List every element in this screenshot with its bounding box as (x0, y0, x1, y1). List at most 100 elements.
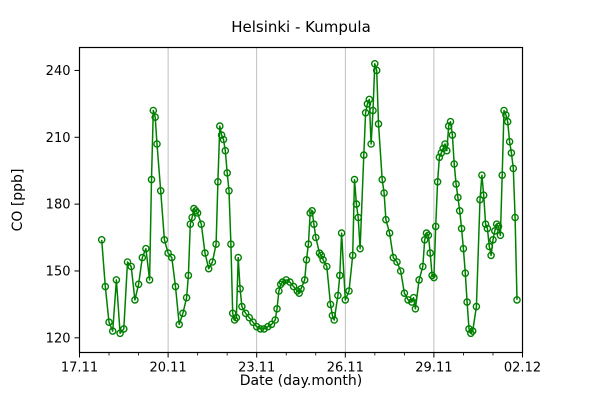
data-point-marker (171, 282, 180, 291)
data-point-marker (245, 313, 254, 322)
data-point-marker (304, 240, 313, 248)
data-point-marker (476, 195, 484, 204)
data-point-marker (295, 289, 304, 298)
data-point-marker (175, 320, 183, 329)
data-point-marker (184, 271, 193, 280)
data-point-marker (234, 253, 242, 262)
data-point-marker (197, 220, 206, 228)
data-point-marker (409, 293, 418, 302)
data-point-marker (359, 151, 368, 159)
data-point-marker (489, 235, 497, 244)
data-point-marker (494, 222, 503, 231)
data-point-marker (164, 249, 172, 257)
data-point-marker (108, 327, 117, 335)
data-point-marker (450, 160, 459, 168)
data-point-marker (232, 313, 241, 322)
data-point-marker (407, 298, 416, 306)
data-point-marker (424, 231, 433, 240)
data-point-marker (328, 311, 337, 320)
data-point-marker (271, 316, 280, 324)
data-point-marker (188, 213, 196, 222)
data-point-marker (513, 296, 521, 304)
data-point-marker (485, 242, 494, 251)
data-point-marker (311, 233, 320, 242)
data-point-marker (214, 177, 222, 186)
data-point-marker (418, 262, 427, 271)
data-point-marker (147, 175, 156, 184)
data-point-marker (337, 229, 346, 237)
data-point-marker (369, 106, 377, 115)
data-point-marker (400, 289, 409, 298)
data-point-marker (201, 249, 209, 257)
data-point-marker (217, 131, 226, 139)
data-point-marker (367, 140, 375, 148)
data-point-marker (156, 186, 165, 195)
data-point-marker (454, 193, 462, 202)
x-tick-label: 23.11 (238, 361, 275, 376)
y-tick-label: 240 (46, 64, 71, 79)
data-point-marker (249, 318, 257, 327)
data-point-marker (411, 304, 420, 313)
data-point-marker (308, 206, 316, 215)
data-point-marker (300, 276, 309, 284)
y-tick-label: 180 (46, 198, 71, 213)
data-point-marker (97, 235, 106, 244)
data-point-marker (341, 296, 350, 304)
data-point-marker (348, 251, 357, 260)
data-point-marker (221, 146, 230, 155)
data-point-marker (446, 117, 455, 126)
data-point-marker (215, 122, 224, 130)
data-point-marker (208, 258, 217, 266)
data-point-marker (459, 244, 468, 253)
data-point-marker (378, 175, 387, 184)
data-point-marker (120, 325, 128, 333)
data-point-marker (289, 282, 298, 291)
y-tick-label: 210 (46, 131, 71, 146)
data-point-marker (330, 316, 339, 324)
data-point-marker (186, 220, 195, 228)
x-tick-label: 02.12 (504, 361, 541, 376)
data-point-marker (468, 327, 477, 335)
data-point-marker (396, 267, 405, 275)
data-point-marker (354, 213, 363, 222)
data-point-marker (498, 171, 507, 179)
data-point-marker (282, 276, 291, 284)
data-point-marker (278, 278, 287, 286)
data-point-marker (356, 244, 364, 253)
data-point-marker (503, 117, 512, 126)
data-point-marker (479, 191, 488, 199)
data-point-marker (490, 227, 499, 235)
data-point-marker (370, 60, 379, 68)
data-point-marker (496, 231, 505, 240)
data-point-marker (487, 251, 495, 260)
data-point-marker (430, 273, 438, 282)
data-point-marker (472, 302, 481, 311)
data-point-marker (297, 284, 305, 293)
data-point-marker (225, 186, 233, 195)
data-point-marker (326, 300, 335, 309)
data-point-marker (112, 276, 121, 284)
data-point-marker (335, 271, 344, 280)
data-point-marker (483, 224, 492, 233)
data-point-marker (505, 137, 514, 146)
data-point-marker (105, 318, 113, 327)
data-point-marker (393, 258, 401, 266)
data-point-marker (131, 296, 139, 304)
x-tick-label: 29.11 (415, 361, 452, 376)
data-point-marker (238, 302, 246, 311)
data-point-marker (372, 66, 381, 75)
plot-frame (78, 46, 524, 354)
data-point-marker (302, 255, 311, 264)
data-point-marker (374, 120, 383, 128)
data-point-marker (127, 262, 135, 271)
data-point-marker (151, 113, 159, 121)
data-point-marker (167, 253, 176, 262)
data-point-marker (415, 276, 423, 284)
data-point-marker (260, 325, 268, 333)
data-point-marker (322, 262, 331, 271)
data-point-marker (123, 258, 132, 266)
data-point-marker (509, 164, 518, 173)
data-point-marker (275, 287, 283, 295)
data-point-marker (193, 209, 202, 217)
